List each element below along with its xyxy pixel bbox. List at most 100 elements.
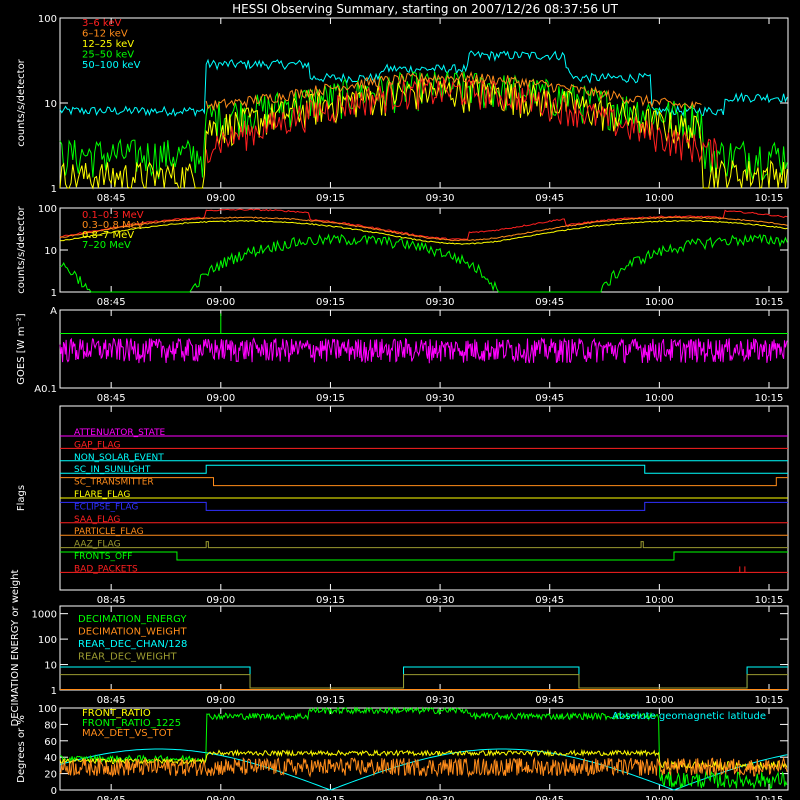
flag-trace bbox=[60, 464, 788, 474]
x-tick-label: 08:45 bbox=[97, 193, 126, 204]
flag-label: ECLIPSE_FLAG bbox=[74, 502, 138, 512]
y-tick-label: 10 bbox=[44, 99, 57, 110]
flag-label: AAZ_FLAG bbox=[74, 540, 121, 550]
flag-label: FLARE_FLAG bbox=[74, 490, 130, 500]
x-tick-label: 08:45 bbox=[97, 393, 126, 404]
panel-decim: 08:45 09:00 09:15 09:30 09:45 10:00 10:15 1 10 10… bbox=[10, 569, 789, 726]
panel-gamma: 08:45 09:00 09:15 09:30 09:45 10:00 10:15 1 10 10… bbox=[16, 204, 789, 308]
x-tick-label: 10:00 bbox=[645, 393, 674, 404]
x-tick-label: 08:45 bbox=[97, 695, 126, 706]
y-tick-label: 60 bbox=[44, 737, 57, 748]
geomagnetic-latitude-trace bbox=[59, 748, 788, 791]
flag-label: SC_IN_SUNLIGHT bbox=[74, 465, 151, 475]
flag-trace bbox=[60, 501, 788, 511]
x-tick-label: 09:45 bbox=[535, 393, 564, 404]
series-50-100kev bbox=[59, 50, 788, 118]
x-tick-label: 09:15 bbox=[316, 595, 345, 606]
series-6-12kev bbox=[205, 71, 702, 111]
legend-entry: MAX_DET_VS_TOT bbox=[82, 728, 174, 739]
y-tick-label: A bbox=[50, 306, 57, 317]
y-tick-label: 0 bbox=[51, 786, 57, 797]
y-tick-label: 20 bbox=[44, 770, 57, 781]
panel-frame bbox=[59, 605, 789, 691]
series-0.8-7mev bbox=[59, 219, 788, 245]
x-tick-label: 10:00 bbox=[645, 595, 674, 606]
x-tick-label: 09:30 bbox=[426, 393, 455, 404]
rear-dec-weight-trace bbox=[60, 674, 788, 689]
flag-trace bbox=[60, 541, 788, 549]
y-tick-label: A0.1 bbox=[34, 384, 57, 395]
y-tick-label: 1000 bbox=[32, 610, 57, 621]
y-axis-label: Degrees or % bbox=[16, 715, 27, 783]
x-tick-label: 09:15 bbox=[316, 695, 345, 706]
legend-entry: 25–50 keV bbox=[82, 50, 134, 61]
y-axis-label: DECIMATION ENERGY or weight bbox=[10, 569, 21, 726]
flag-label: PARTICLE_FLAG bbox=[74, 527, 144, 537]
x-tick-label: 10:15 bbox=[755, 795, 784, 800]
x-tick-label: 09:15 bbox=[316, 393, 345, 404]
panel-xray: 08:45 09:00 09:15 09:30 09:45 10:00 10:15 1 10 10… bbox=[16, 14, 789, 204]
panel-goes: 08:45 09:00 09:15 09:30 09:45 10:00 10:15 A A0.1… bbox=[16, 306, 789, 404]
x-tick-label: 09:00 bbox=[206, 795, 235, 800]
y-tick-label: 100 bbox=[38, 14, 57, 25]
legend-entry: REAR_DEC_CHAN/128 bbox=[78, 639, 187, 650]
y-tick-label: 100 bbox=[38, 204, 57, 215]
y-tick-label: 40 bbox=[44, 753, 57, 764]
x-tick-label: 09:45 bbox=[535, 297, 564, 308]
x-tick-label: 09:45 bbox=[535, 795, 564, 800]
x-tick-label: 09:30 bbox=[426, 695, 455, 706]
front-ratio-1225-trace bbox=[59, 706, 788, 790]
flag-label: FRONTS_OFF bbox=[74, 552, 132, 562]
y-tick-label: 100 bbox=[38, 704, 57, 715]
series-12-25kev bbox=[59, 78, 788, 190]
flag-label: BAD_PACKETS bbox=[74, 564, 138, 574]
x-tick-label: 08:45 bbox=[97, 297, 126, 308]
x-tick-label: 10:15 bbox=[755, 393, 784, 404]
x-tick-label: 09:45 bbox=[535, 695, 564, 706]
series-7-20mev bbox=[59, 233, 788, 293]
y-axis-label: counts/s/detector bbox=[16, 205, 27, 293]
x-tick-label: 08:45 bbox=[97, 795, 126, 800]
x-tick-label: 10:00 bbox=[645, 695, 674, 706]
x-tick-label: 09:00 bbox=[206, 695, 235, 706]
x-tick-label: 09:30 bbox=[426, 595, 455, 606]
x-tick-label: 10:15 bbox=[755, 193, 784, 204]
x-tick-label: 09:30 bbox=[426, 795, 455, 800]
x-tick-label: 10:00 bbox=[645, 795, 674, 800]
y-tick-label: 10 bbox=[44, 246, 57, 257]
panel-frame bbox=[59, 17, 789, 189]
legend-entry: FRONT_RATIO bbox=[82, 708, 151, 719]
x-tick-label: 10:15 bbox=[755, 297, 784, 308]
geomagnetic-annotation: Absolute geomagnetic latitude bbox=[612, 711, 766, 722]
flag-trace bbox=[60, 477, 788, 487]
x-tick-label: 09:00 bbox=[206, 595, 235, 606]
x-tick-label: 10:15 bbox=[755, 595, 784, 606]
series-25-50kev bbox=[59, 71, 788, 181]
goes-short-channel bbox=[59, 337, 788, 364]
flag-label: NON_SOLAR_EVENT bbox=[74, 453, 164, 463]
chart-title: HESSI Observing Summary, starting on 200… bbox=[232, 2, 618, 16]
flag-label: SC_TRANSMITTER bbox=[74, 478, 154, 488]
y-tick-label: 10 bbox=[44, 661, 57, 672]
panel-frame bbox=[59, 707, 789, 791]
y-tick-label: 1 bbox=[51, 686, 57, 697]
legend-entry: DECIMATION_WEIGHT bbox=[78, 627, 187, 638]
legend-entry: DECIMATION_ENERGY bbox=[78, 614, 187, 625]
flag-label: GAP_FLAG bbox=[74, 440, 120, 450]
x-tick-label: 09:15 bbox=[316, 297, 345, 308]
legend-entry: 0.8–7 MeV bbox=[82, 230, 134, 241]
panel-ratio: 08:45 09:00 09:15 09:30 09:45 10:00 10:15 0 20 40… bbox=[16, 704, 789, 800]
y-tick-label: 100 bbox=[38, 635, 57, 646]
y-axis-label: counts/s/detector bbox=[16, 58, 27, 146]
x-tick-label: 09:30 bbox=[426, 193, 455, 204]
panel-frame bbox=[59, 309, 789, 389]
series-3-6kev bbox=[205, 77, 719, 169]
max-det-vs-tot-trace bbox=[59, 756, 788, 778]
x-tick-label: 10:00 bbox=[645, 297, 674, 308]
legend-entry: 0.1–0.3 MeV bbox=[82, 210, 144, 221]
series-0.3-0.8mev bbox=[59, 216, 788, 242]
legend-entry: 6–12 keV bbox=[82, 29, 128, 40]
x-tick-label: 09:45 bbox=[535, 193, 564, 204]
y-axis-label: Flags bbox=[16, 485, 27, 511]
